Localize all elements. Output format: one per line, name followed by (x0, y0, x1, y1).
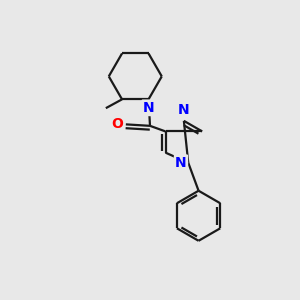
Text: O: O (111, 117, 123, 131)
Text: N: N (178, 103, 190, 117)
Text: N: N (175, 156, 187, 170)
Text: N: N (143, 101, 154, 115)
